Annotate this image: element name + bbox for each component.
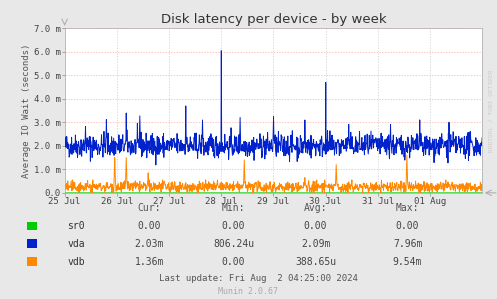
Text: 2.03m: 2.03m [134,239,164,249]
Text: Avg:: Avg: [304,203,328,213]
Text: vda: vda [67,239,84,249]
Text: 0.00: 0.00 [137,221,161,231]
Text: 0.00: 0.00 [222,221,246,231]
Text: vdb: vdb [67,257,84,267]
Text: 0.00: 0.00 [304,221,328,231]
Text: 2.09m: 2.09m [301,239,331,249]
Text: 1.36m: 1.36m [134,257,164,267]
Text: 388.65u: 388.65u [295,257,336,267]
Text: Last update: Fri Aug  2 04:25:00 2024: Last update: Fri Aug 2 04:25:00 2024 [159,274,358,283]
Text: 7.96m: 7.96m [393,239,422,249]
Text: Min:: Min: [222,203,246,213]
Text: Cur:: Cur: [137,203,161,213]
Text: 0.00: 0.00 [396,221,419,231]
Text: sr0: sr0 [67,221,84,231]
Title: Disk latency per device - by week: Disk latency per device - by week [161,13,386,26]
Text: 9.54m: 9.54m [393,257,422,267]
Text: 0.00: 0.00 [222,257,246,267]
Text: 806.24u: 806.24u [213,239,254,249]
Text: Max:: Max: [396,203,419,213]
Text: Munin 2.0.67: Munin 2.0.67 [219,287,278,296]
Text: RRDTOOL / TOBI OETIKER: RRDTOOL / TOBI OETIKER [489,69,494,152]
Y-axis label: Average IO Wait (seconds): Average IO Wait (seconds) [22,43,31,178]
